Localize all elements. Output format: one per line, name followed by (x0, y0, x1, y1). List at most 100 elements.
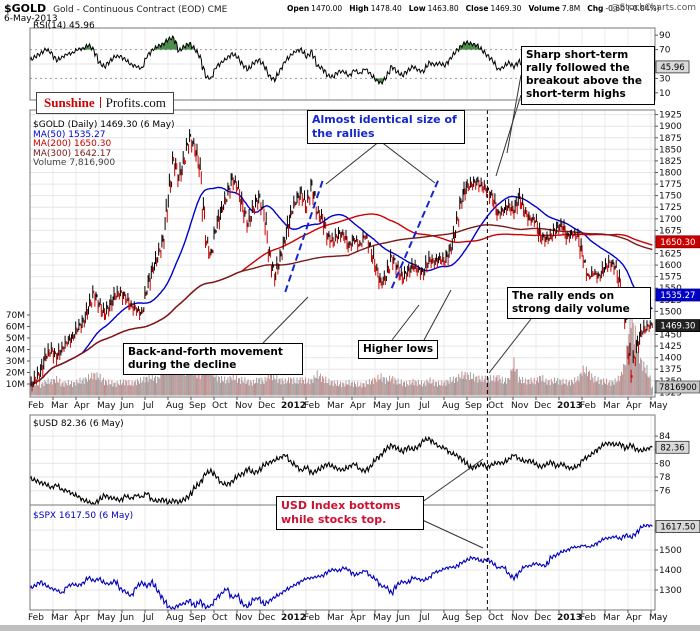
quote-value: 7.8M (561, 4, 581, 13)
axis-tick-label: 1750 (659, 192, 682, 202)
month-label: Apr (350, 401, 366, 411)
axis-tick-label: 80 (659, 459, 671, 469)
month-label: Jul (142, 401, 154, 411)
month-label: Mar (603, 613, 620, 623)
quote-value: 1478.40 (370, 4, 402, 13)
axis-tick-label: 1625 (659, 250, 682, 260)
callout-pointer-line (262, 296, 309, 344)
volume-tick-label: 40M (6, 346, 25, 356)
ticker-symbol: $GOLD (4, 2, 47, 15)
legend-item: MA(300) 1642.17 (33, 148, 112, 159)
legend-item: $GOLD (Daily) 1469.30 (6 May) (33, 120, 175, 130)
month-label: Sep (465, 401, 482, 411)
month-label: Aug (166, 613, 184, 623)
axis-tick-label: 1875 (659, 134, 682, 144)
month-label: Dec (534, 401, 551, 411)
volume-tick-label: 50M (6, 334, 25, 344)
legend-item: MA(200) 1650.30 (33, 139, 112, 149)
value-label-text: 7816900 (659, 383, 697, 393)
callout-back-and-forth: Back-and-forth movement during the decli… (123, 343, 303, 376)
usd-panel-label: $USD 82.36 (6 May) (33, 419, 124, 429)
quote-value: 1463.80 (427, 4, 459, 13)
month-label: Nov (511, 613, 529, 623)
value-label-text: 1650.30 (660, 238, 695, 248)
quote-label: Open (287, 4, 310, 13)
axis-tick-label: 1400 (659, 354, 682, 364)
month-label: Oct (488, 613, 504, 623)
value-label-text: 1617.50 (660, 523, 695, 533)
month-label: Feb (580, 401, 596, 411)
axis-tick-label: 1500 (659, 307, 682, 317)
value-label-text: 1469.30 (660, 322, 695, 332)
spx-panel-label: $SPX 1617.50 (6 May) (33, 511, 134, 521)
value-label-text: 45.96 (660, 63, 684, 73)
axis-tick-label: 70 (659, 46, 671, 56)
ticker-description: Gold - Continuous Contract (EOD) CME (53, 5, 228, 15)
month-label: Mar (51, 401, 68, 411)
quote-row: Open 1470.00 High 1478.40 Low 1463.80 Close 146… (280, 4, 660, 13)
month-label: Apr (350, 613, 366, 623)
month-label: Jul (418, 613, 430, 623)
axis-tick-label: 1450 (659, 331, 682, 341)
month-label: Feb (28, 401, 44, 411)
callout-higher-lows: Higher lows (358, 340, 439, 360)
month-label: May (649, 401, 668, 411)
callout-pointer-line (379, 140, 436, 184)
callout-pointer-line (325, 140, 381, 185)
axis-tick-label: 1600 (659, 261, 682, 271)
trendline-dashed (390, 176, 441, 289)
stockcharts-watermark: @StockCharts.com (610, 3, 696, 13)
month-label: Dec (258, 401, 275, 411)
quote-label: Volume (528, 4, 560, 13)
axis-tick-label: 1775 (659, 180, 682, 190)
month-label: Feb (28, 613, 44, 623)
month-label: Oct (488, 401, 504, 411)
month-label: May (97, 613, 116, 623)
month-label: 2013 (557, 401, 582, 411)
volume-tick-label: 20M (6, 369, 25, 379)
month-label: May (373, 613, 392, 623)
month-label: Apr (74, 613, 90, 623)
value-label-text: 82.36 (660, 443, 684, 453)
month-label: Jul (418, 401, 430, 411)
quote-value: -0.60 (-0.04%) (605, 4, 660, 13)
callout-usd-bottoms: USD Index bottoms while stocks top. (276, 496, 424, 530)
axis-tick-label: 1675 (659, 226, 682, 236)
legend-item: Volume 7,816,900 (33, 158, 116, 168)
month-label: Jun (395, 401, 410, 411)
month-label: Feb (304, 401, 320, 411)
callout-pointer-line (495, 94, 522, 177)
value-label-text: 1535.27 (660, 291, 695, 301)
month-label: Jun (119, 613, 134, 623)
rsi-panel-label: RSI(14) 45.96 (33, 21, 95, 31)
month-label: 2012 (281, 613, 306, 623)
month-label: Jun (119, 401, 134, 411)
month-label: Oct (212, 401, 228, 411)
month-label: Sep (465, 613, 482, 623)
callout-pointer-line (423, 289, 452, 341)
month-label: Sep (189, 401, 206, 411)
logo-divider (99, 97, 101, 108)
month-label: 2012 (281, 401, 306, 411)
bottom-scrollbar[interactable] (0, 625, 700, 631)
axis-tick-label: 1400 (659, 566, 682, 576)
axis-tick-label: 1575 (659, 273, 682, 283)
axis-tick-label: 1850 (659, 145, 682, 155)
month-label: Oct (212, 613, 228, 623)
month-label: Apr (74, 401, 90, 411)
axis-tick-label: 1300 (659, 586, 682, 596)
axis-tick-label: 1900 (659, 122, 682, 132)
axis-tick-label: 1375 (659, 365, 682, 375)
axis-tick-label: 1500 (659, 546, 682, 556)
quote-value: 1469.30 (490, 4, 522, 13)
month-label: Apr (626, 401, 642, 411)
month-label: Feb (580, 613, 596, 623)
month-label: Nov (235, 401, 253, 411)
month-label: Apr (626, 613, 642, 623)
callout-pointer-line (506, 74, 522, 154)
axis-tick-label: 1925 (659, 111, 682, 121)
value-label-box (655, 60, 690, 74)
month-label: Dec (258, 613, 275, 623)
axis-tick-label: 1425 (659, 342, 682, 352)
callout-pointer-line (417, 517, 484, 549)
